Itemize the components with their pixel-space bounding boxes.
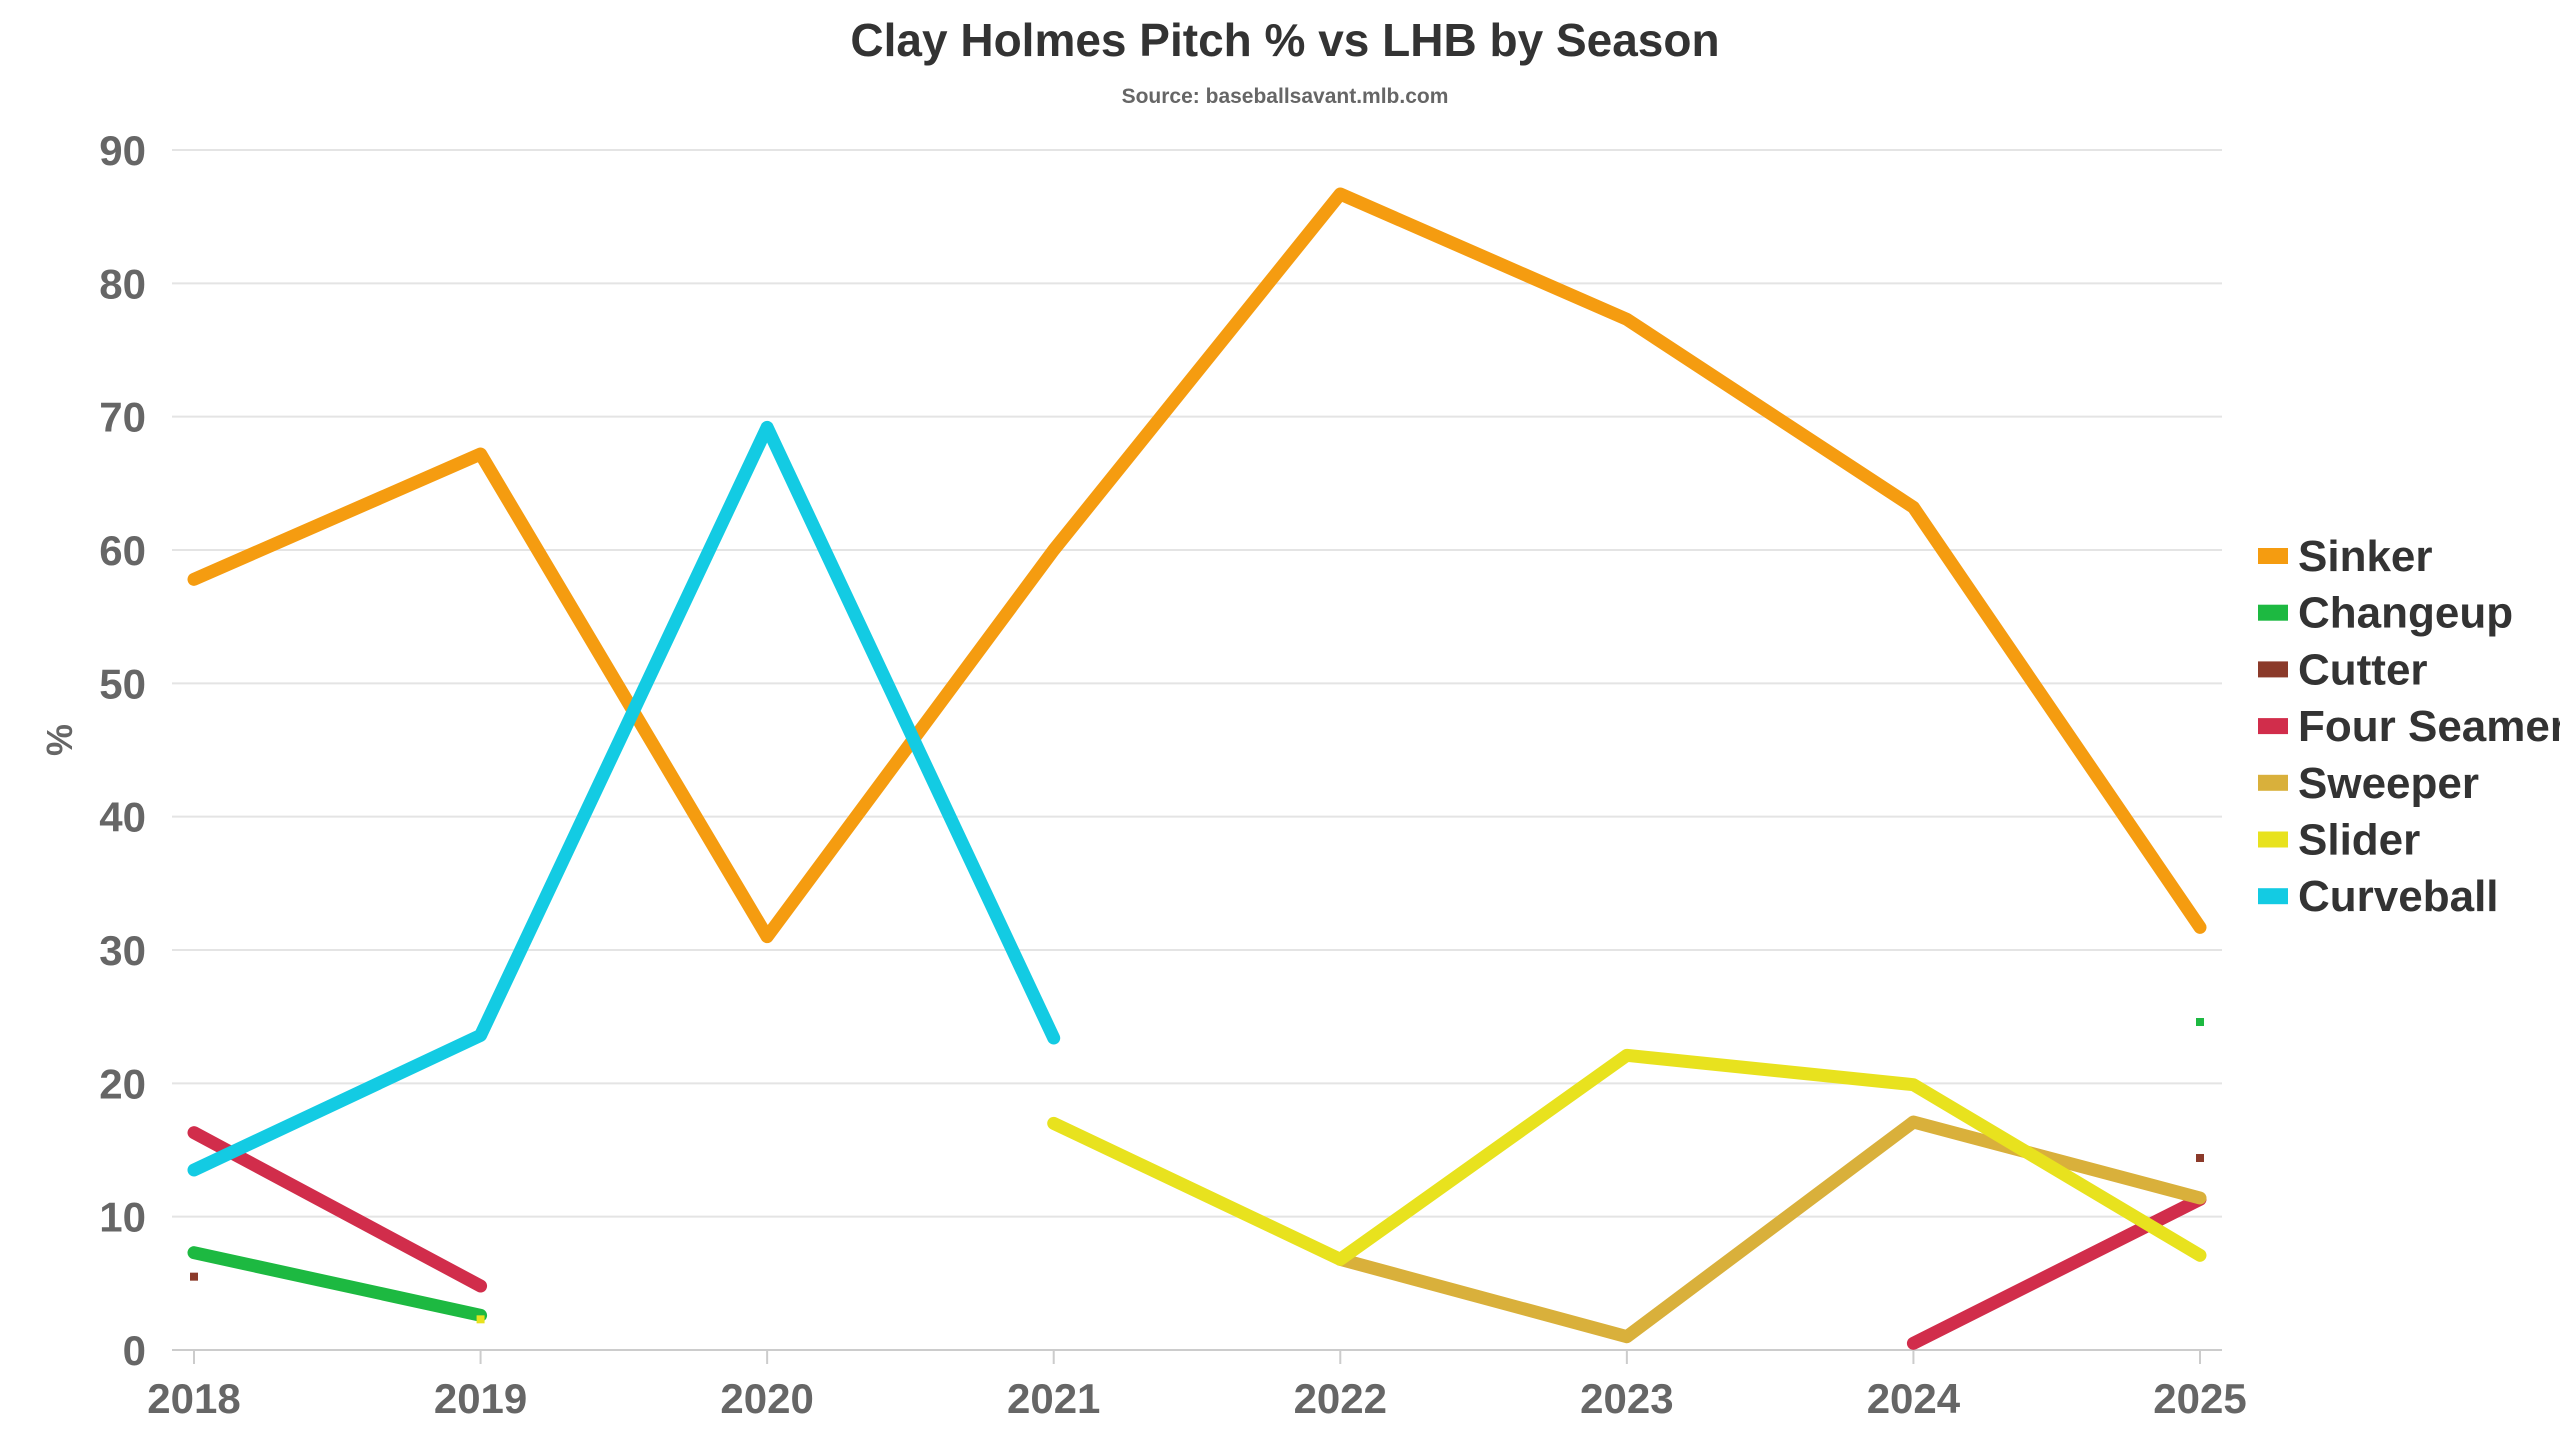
y-tick-label: 90	[99, 127, 146, 174]
y-tick-label: 20	[99, 1060, 146, 1107]
gridlines	[172, 149, 2222, 1351]
legend-label: Sinker	[2298, 532, 2433, 581]
y-tick-label: 70	[99, 394, 146, 441]
legend-item: Slider	[2258, 816, 2420, 865]
x-tick-label: 2019	[434, 1375, 527, 1422]
y-tick-label: 50	[99, 660, 146, 707]
y-axis-ticks: 0 10 20 30 40 50 60 70 80 90	[99, 127, 146, 1374]
y-axis-label: %	[39, 724, 80, 756]
x-tick-label: 2022	[1294, 1375, 1387, 1422]
data-point-cutter	[190, 1272, 198, 1281]
x-tick-label: 2024	[1867, 1375, 1961, 1422]
series-lines	[187, 187, 2207, 1350]
series-curveball	[187, 420, 1061, 1177]
legend-label: Slider	[2298, 816, 2420, 865]
legend-item: Cutter	[2258, 645, 2428, 694]
y-tick-label: 80	[99, 260, 146, 307]
legend-swatch	[2258, 604, 2288, 621]
legend-swatch	[2258, 888, 2288, 905]
y-tick-label: 30	[99, 927, 146, 974]
y-tick-label: 60	[99, 527, 146, 574]
series-line-four-seamer	[187, 1126, 488, 1293]
legend-label: Cutter	[2298, 645, 2428, 694]
legend-label: Changeup	[2298, 589, 2513, 638]
legend-label: Sweeper	[2298, 759, 2479, 808]
y-tick-label: 0	[123, 1327, 146, 1374]
legend-swatch	[2258, 548, 2288, 564]
chart-subtitle: Source: baseballsavant.mlb.com	[1122, 85, 1449, 108]
x-tick-label: 2021	[1007, 1375, 1100, 1422]
series-line-sinker	[187, 187, 2207, 944]
data-point-slider	[476, 1315, 485, 1324]
series-line-sweeper	[1333, 1115, 2207, 1344]
legend: Sinker Changeup Cutter Four Seamer Sweeper Sl…	[2258, 532, 2560, 921]
legend-item: Four Seamer	[2258, 702, 2560, 751]
series-line-changeup	[187, 1246, 488, 1322]
legend-item: Curveball	[2258, 872, 2499, 921]
series-changeup	[187, 1018, 2204, 1322]
series-line-slider	[1047, 1048, 2207, 1266]
legend-swatch	[2258, 661, 2288, 678]
x-tick-label: 2023	[1580, 1375, 1673, 1422]
series-line-curveball	[187, 420, 1061, 1177]
x-tick-label: 2020	[720, 1375, 813, 1422]
y-tick-label: 10	[99, 1194, 146, 1241]
series-cutter	[190, 1154, 2204, 1281]
legend-swatch	[2258, 718, 2288, 735]
legend-swatch	[2258, 774, 2288, 791]
series-four-seamer	[187, 1126, 2207, 1350]
x-tick-label: 2025	[2153, 1375, 2246, 1422]
series-sweeper	[1333, 1115, 2207, 1344]
series-sinker	[187, 187, 2207, 944]
y-tick-label: 40	[99, 794, 146, 841]
legend-label: Curveball	[2298, 872, 2499, 921]
legend-swatch	[2258, 831, 2288, 848]
legend-item: Changeup	[2258, 589, 2513, 638]
legend-item: Sinker	[2258, 532, 2433, 581]
legend-item: Sweeper	[2258, 759, 2479, 808]
series-line-four-seamer	[1906, 1192, 2207, 1350]
x-axis-ticks: 2018 2019 2020 2021 2022 2023 2024 2025	[147, 1350, 2247, 1422]
chart-title: Clay Holmes Pitch % vs LHB by Season	[850, 14, 1719, 66]
legend-label: Four Seamer	[2298, 702, 2560, 751]
data-point-cutter	[2196, 1154, 2204, 1162]
series-slider	[476, 1048, 2207, 1324]
x-tick-label: 2018	[147, 1375, 240, 1422]
data-point-changeup	[2196, 1018, 2204, 1026]
